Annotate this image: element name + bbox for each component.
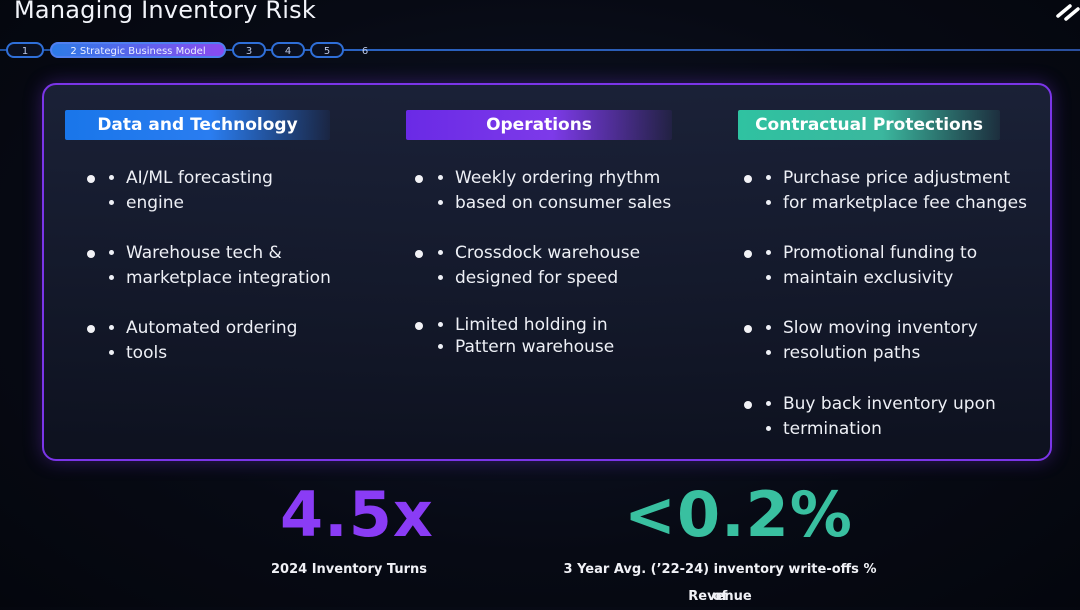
bullet-dot [744,401,752,409]
list-item-line: Automated ordering [126,316,297,341]
step-2-active[interactable]: 2 Strategic Business Model [50,42,226,58]
progress-stepper: 1 2 Strategic Business Model 3 4 5 6 [0,40,1080,60]
step-6[interactable]: 6 [361,46,369,57]
stepper-track [0,49,1080,51]
list-item-line: Promotional funding to [783,241,977,266]
step-5[interactable]: 5 [310,42,344,58]
list-item-line: based on consumer sales [455,191,671,216]
bullet-dot [87,250,95,258]
bullet-dot [87,175,95,183]
bullet-dot [415,175,423,183]
list-item-line: Pattern warehouse [455,335,614,360]
inventory-turns-label: 2024 Inventory Turns [271,562,427,577]
column-heading: Operations [406,110,672,140]
list-item-line: Buy back inventory upon [783,392,996,417]
column-heading: Data and Technology [65,110,330,140]
page-title: Managing Inventory Risk [14,0,316,24]
list-item-line: Purchase price adjustment [783,166,1010,191]
list-item-line: designed for speed [455,266,618,291]
bullet-dot [415,322,423,330]
column-contractual-protections: Contractual Protections [738,110,1000,140]
bullet-dot [744,175,752,183]
list-item-line: Warehouse tech & [126,241,282,266]
write-offs-label-line1: 3 Year Avg. (’22-24) inventory write-off… [563,562,877,604]
inventory-turns-stat: 4.5x [280,478,434,551]
step-4[interactable]: 4 [271,42,305,58]
bullet-dot [744,250,752,258]
list-item-line: marketplace integration [126,266,331,291]
list-item-line: Slow moving inventory [783,316,978,341]
list-item-line: tools [126,341,167,366]
list-item-line: for marketplace fee changes [783,191,1027,216]
list-item-line: maintain exclusivity [783,266,953,291]
list-item-line: engine [126,191,184,216]
bullet-dot [415,250,423,258]
list-item-line: Limited holding in [455,313,608,338]
column-data-technology: Data and Technology [65,110,330,140]
column-heading: Contractual Protections [738,110,1000,140]
write-offs-label-line2: Revenue [688,589,752,604]
bullet-dot [87,325,95,333]
bullet-dot [744,325,752,333]
double-slash-logo-icon [1056,4,1080,21]
list-item-line: resolution paths [783,341,920,366]
list-item-line: Crossdock warehouse [455,241,640,266]
step-3[interactable]: 3 [232,42,266,58]
list-item-line: Weekly ordering rhythm [455,166,660,191]
write-offs-stat: <0.2% [624,478,853,551]
list-item-line: AI/ML forecasting [126,166,273,191]
risk-mitigation-card [42,83,1052,461]
list-item-line: termination [783,417,882,442]
step-1[interactable]: 1 [6,42,44,58]
column-operations: Operations [406,110,672,140]
